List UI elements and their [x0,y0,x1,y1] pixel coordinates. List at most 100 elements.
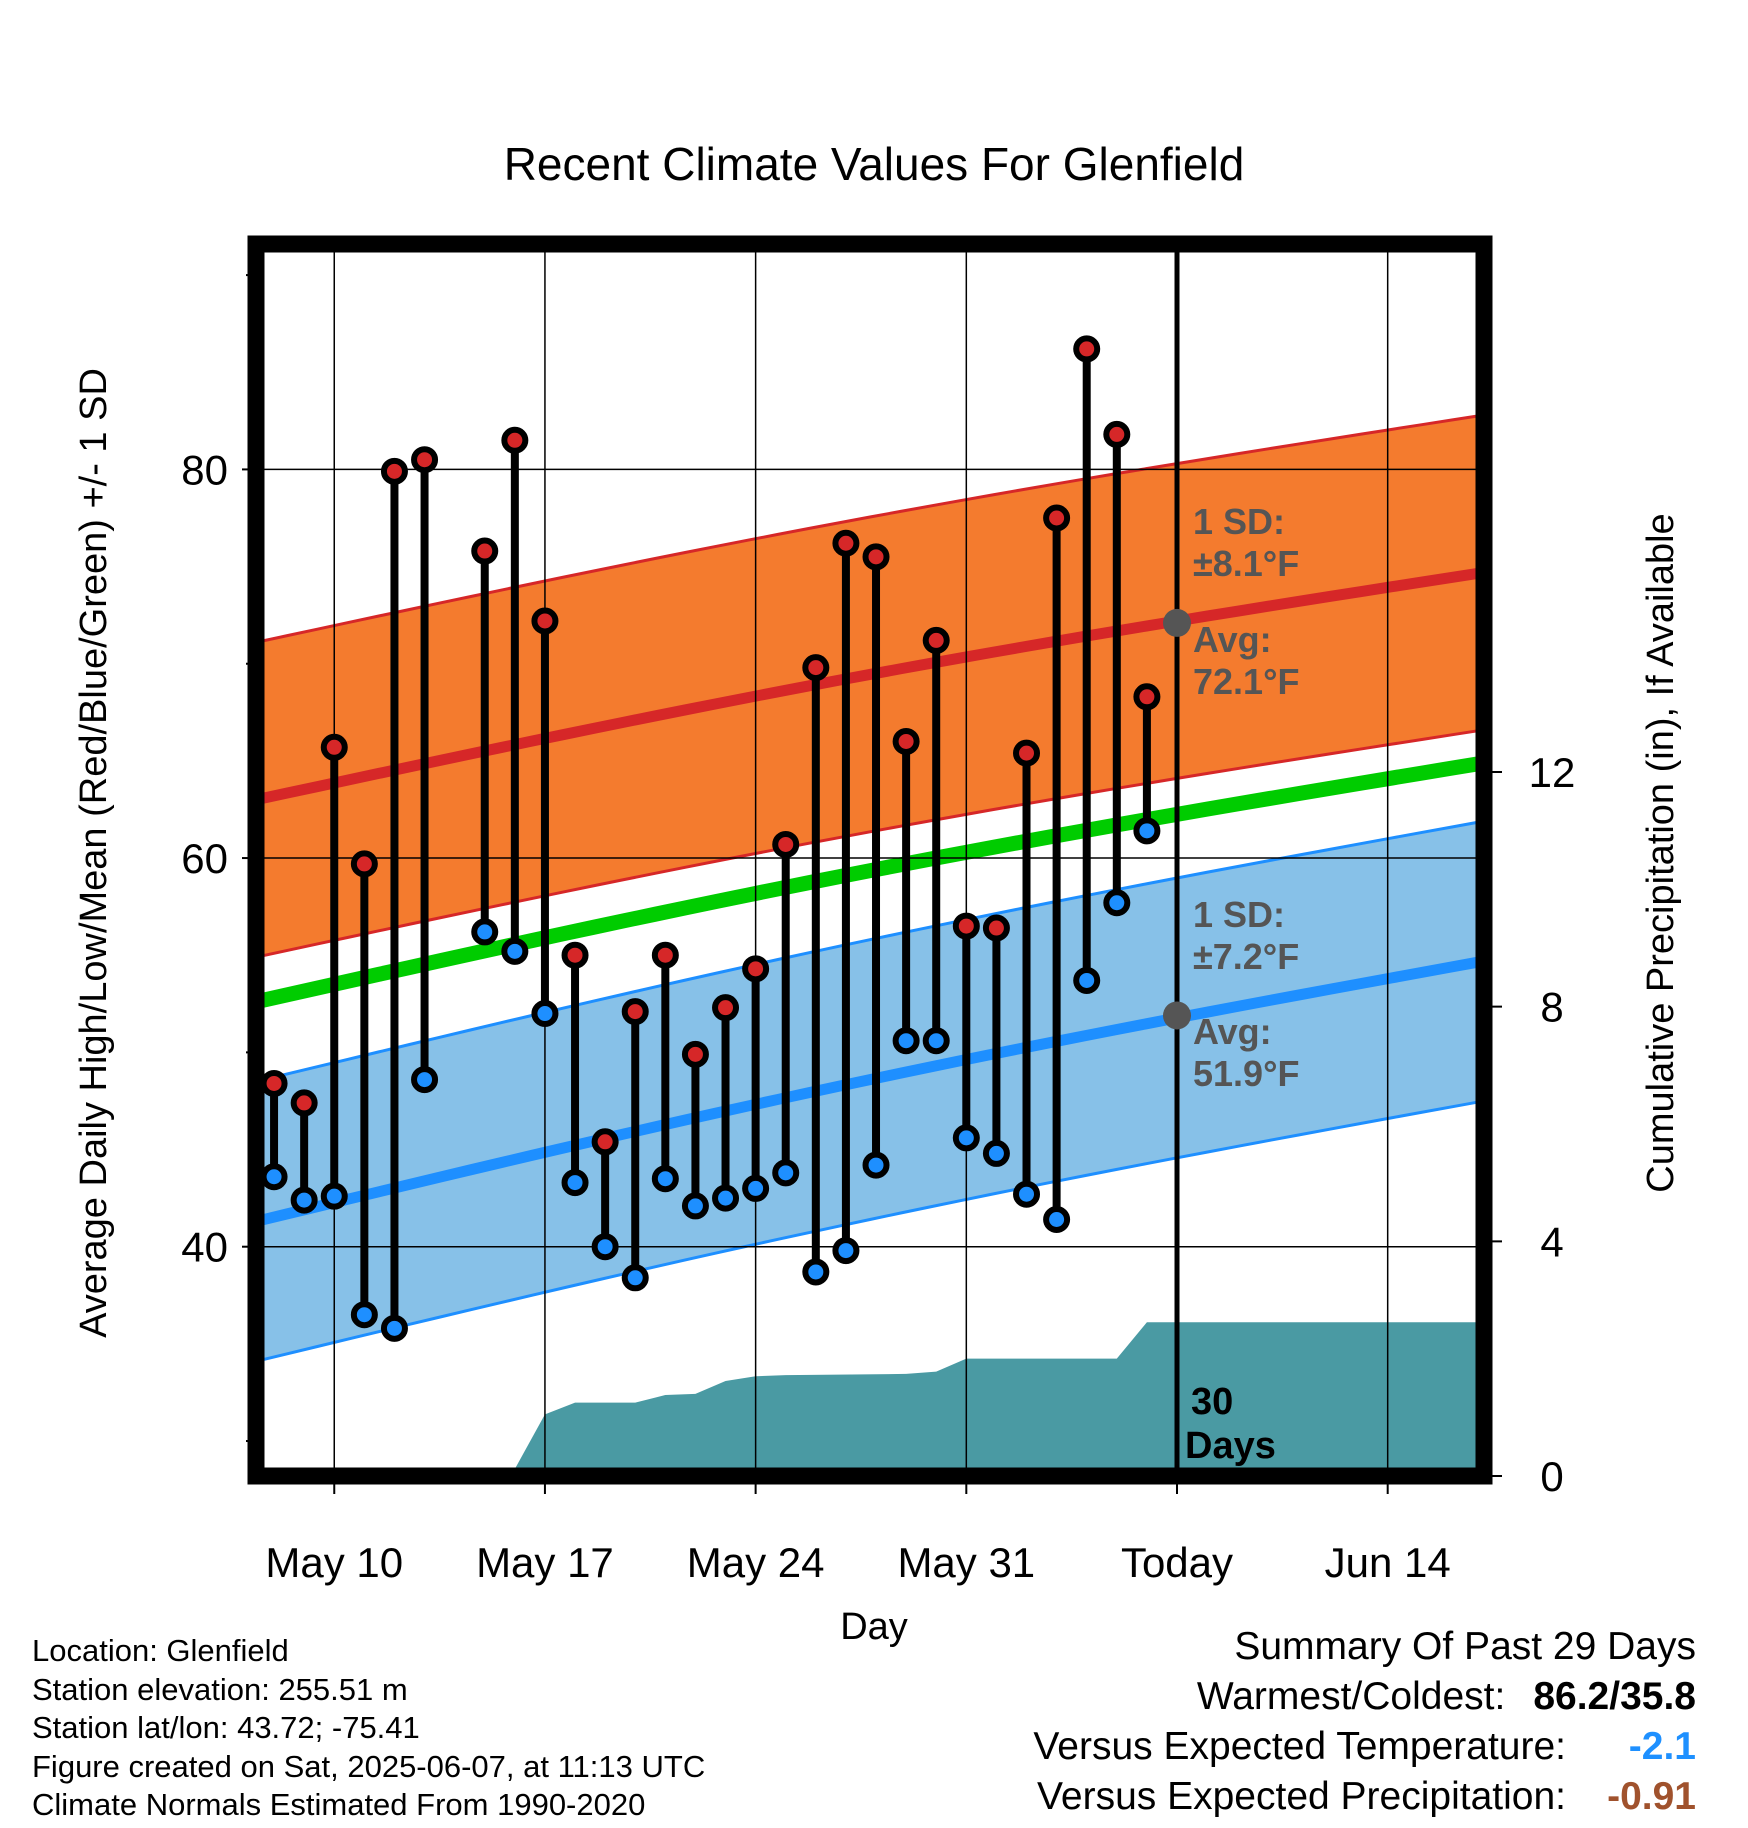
daily-high-point [1103,420,1131,448]
daily-low-point [320,1182,348,1210]
high-avg-value: 72.1°F [1193,661,1299,702]
warmest-coldest-value: 86.2/35.8 [1533,1675,1696,1718]
warmest-coldest-label: Warmest/Coldest: [1196,1675,1506,1718]
high-sd-band-lower-edge [255,728,1485,959]
daily-low-point [1073,966,1101,994]
daily-low-point [712,1184,740,1212]
daily-high-point [1133,683,1161,711]
low-avg-label: Avg: [1193,1011,1272,1052]
daily-high-point [591,1128,619,1156]
x-tick-label: May 17 [476,1539,614,1586]
temp-anomaly-value: -2.1 [1628,1725,1696,1768]
elevation-text: Station elevation: 255.51 m [32,1671,408,1707]
high-sd-value: ±8.1°F [1193,543,1299,584]
daily-high-point [290,1089,318,1117]
high-avg-label: Avg: [1193,619,1272,660]
daily-low-point [982,1139,1010,1167]
avg-low-line [254,955,1485,1227]
summary-heading: Summary Of Past 29 Days [1234,1625,1696,1668]
daily-low-point [772,1159,800,1187]
daily-low-point [862,1151,890,1179]
daily-low-point [531,1000,559,1028]
y-axis-label-right: Cumulative Precipitation (in), If Availa… [1640,513,1682,1192]
daily-high-point [892,727,920,755]
daily-high-point [501,426,529,454]
normals-text: Climate Normals Estimated From 1990-2020 [32,1787,646,1822]
daily-low-point [411,1066,439,1094]
daily-low-point [350,1301,378,1329]
y2-tick-label: 8 [1540,984,1563,1031]
low-avg-value: 51.9°F [1193,1053,1299,1094]
precip-anomaly-label: Versus Expected Precipitation: [1037,1775,1566,1818]
daily-low-point [260,1163,288,1191]
today-avg-high-marker [1163,608,1191,637]
daily-high-point [922,626,950,654]
daily-low-point [952,1124,980,1152]
daily-low-point [290,1186,318,1214]
daily-low-point [651,1165,679,1193]
daily-low-point [742,1174,770,1202]
location-text: Location: Glenfield [32,1633,289,1668]
x-tick-label: May 31 [897,1539,1035,1586]
daily-high-point [862,543,890,571]
daily-high-point [651,941,679,969]
daily-high-point [350,850,378,878]
daily-low-point [561,1169,589,1197]
daily-low-point [1103,889,1131,917]
precip-anomaly-value: -0.91 [1607,1775,1696,1818]
days-count-label: 30 [1191,1381,1233,1423]
daily-low-point [1043,1205,1071,1233]
daily-low-point [1013,1180,1041,1208]
daily-high-point [260,1069,288,1097]
today-avg-low-marker [1163,1001,1191,1030]
latlon-text: Station lat/lon: 43.72; -75.41 [32,1710,420,1745]
daily-low-point [380,1314,408,1342]
daily-high-point [952,912,980,940]
summary-panel: Summary Of Past 29 Days Warmest/Coldest:… [796,1622,1696,1822]
y2-tick-label: 12 [1529,749,1576,796]
daily-high-point [1013,739,1041,767]
daily-high-point [742,955,770,983]
daily-low-point [892,1027,920,1055]
low-sd-value: ±7.2°F [1193,936,1299,977]
daily-high-point [531,607,559,635]
y-tick-label: 80 [181,446,228,493]
daily-low-point [621,1264,649,1292]
daily-high-point [471,537,499,565]
daily-low-point [832,1237,860,1265]
x-tick-label: May 24 [687,1539,825,1586]
daily-low-point [1133,817,1161,845]
daily-high-point [1073,335,1101,363]
daily-high-point [982,914,1010,942]
x-tick-label: Jun 14 [1325,1539,1451,1586]
daily-low-point [681,1192,709,1220]
y-tick-label: 60 [181,835,228,882]
y-tick-label: 40 [181,1224,228,1271]
daily-low-point [922,1027,950,1055]
avg-high-line [254,566,1485,806]
high-sd-label: 1 SD: [1193,501,1285,542]
daily-low-point [802,1258,830,1286]
daily-low-point [501,937,529,965]
daily-high-point [320,733,348,761]
plot-frame [247,235,1493,1485]
station-info: Location: Glenfield Station elevation: 2… [32,1632,705,1825]
daily-low-point [591,1233,619,1261]
chart-title: Recent Climate Values For Glenfield [504,138,1245,190]
daily-high-point [832,529,860,557]
low-sd-band-lower-edge [255,1099,1485,1363]
days-word-label: Days [1185,1425,1276,1467]
temp-anomaly-label: Versus Expected Temperature: [1033,1725,1566,1768]
y2-tick-label: 4 [1540,1218,1563,1265]
daily-low-point [471,918,499,946]
daily-high-point [712,994,740,1022]
x-tick-label: Today [1121,1539,1233,1586]
precip-area [256,1322,1484,1476]
avg-mean-line [254,755,1486,1010]
y2-tick-label: 0 [1540,1453,1563,1500]
y-axis-label-left: Average Daily High/Low/Mean (Red/Blue/Gr… [73,368,115,1338]
daily-high-point [380,457,408,485]
daily-high-point [681,1040,709,1068]
